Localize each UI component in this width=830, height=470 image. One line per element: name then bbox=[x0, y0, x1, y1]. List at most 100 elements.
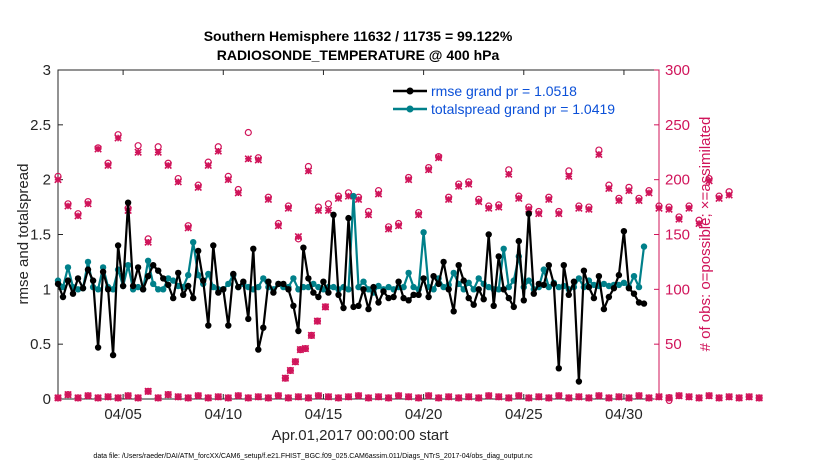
obs-assimilated-marker bbox=[254, 393, 263, 401]
obs-assimilated-marker bbox=[104, 393, 112, 401]
obs-assimilated-marker bbox=[444, 195, 453, 204]
spread-point bbox=[505, 283, 512, 291]
obs-assimilated-marker bbox=[545, 394, 553, 402]
rmse-point bbox=[144, 273, 152, 280]
obs-assimilated-marker bbox=[535, 393, 543, 401]
obs-assimilated-marker bbox=[665, 205, 673, 214]
rmse-point bbox=[170, 294, 177, 302]
rmse-point bbox=[64, 277, 72, 284]
obs-count-markers bbox=[54, 128, 763, 402]
y-right-tick-label: 300 bbox=[665, 62, 690, 79]
obs-assimilated-marker bbox=[575, 393, 583, 401]
obs-assimilated-marker bbox=[565, 394, 573, 402]
spread-point bbox=[620, 279, 628, 286]
spread-point bbox=[84, 258, 92, 266]
rmse-point bbox=[345, 214, 352, 222]
rmse-point bbox=[575, 378, 583, 385]
rmse-point bbox=[79, 285, 87, 292]
obs-assimilated-marker bbox=[214, 147, 223, 155]
spread-point bbox=[400, 283, 407, 291]
obs-assimilated-marker bbox=[74, 394, 82, 402]
spread-point bbox=[155, 286, 162, 293]
y-left-tick-label: 2 bbox=[43, 172, 51, 189]
obs-assimilated-marker bbox=[304, 167, 313, 175]
obs-assimilated-marker bbox=[685, 393, 693, 401]
rmse-point bbox=[635, 299, 643, 306]
rmse-point bbox=[400, 294, 407, 302]
obs-assimilated-marker bbox=[291, 357, 300, 366]
obs-assimilated-marker bbox=[404, 393, 413, 401]
spread-point bbox=[450, 269, 457, 277]
rmse-point bbox=[325, 289, 332, 296]
rmse-point bbox=[395, 278, 402, 285]
rmse-point bbox=[370, 283, 377, 291]
obs-assimilated-marker bbox=[224, 175, 233, 184]
spread-point bbox=[640, 243, 648, 250]
obs-assimilated-marker bbox=[474, 394, 483, 402]
rmse-point bbox=[600, 305, 608, 313]
obs-assimilated-marker bbox=[144, 387, 152, 396]
obs-assimilated-marker bbox=[525, 394, 533, 402]
obs-assimilated-marker bbox=[94, 145, 102, 153]
rmse-point bbox=[485, 231, 492, 238]
rmse-point bbox=[565, 291, 572, 298]
obs-assimilated-marker bbox=[655, 393, 663, 401]
rmse-point bbox=[134, 264, 142, 271]
rmse-point bbox=[94, 344, 102, 351]
obs-assimilated-marker bbox=[94, 394, 102, 402]
obs-assimilated-marker bbox=[424, 391, 433, 400]
obs-possible-marker bbox=[244, 128, 252, 137]
spread-point bbox=[225, 280, 232, 288]
rmse-point bbox=[210, 242, 217, 249]
obs-assimilated-marker bbox=[307, 331, 316, 340]
rmse-point bbox=[350, 303, 357, 311]
rmse-point bbox=[119, 282, 127, 290]
obs-assimilated-marker bbox=[334, 194, 343, 203]
obs-assimilated-marker bbox=[364, 394, 373, 402]
rmse-point bbox=[124, 199, 132, 206]
obs-assimilated-marker bbox=[244, 155, 253, 163]
obs-assimilated-marker bbox=[705, 391, 713, 400]
obs-assimilated-marker bbox=[294, 232, 303, 241]
obs-assimilated-marker bbox=[725, 191, 733, 199]
spread-point bbox=[360, 278, 367, 285]
obs-assimilated-marker bbox=[515, 194, 523, 203]
y-left-tick-label: 1.5 bbox=[30, 227, 51, 244]
rmse-point bbox=[84, 266, 92, 273]
obs-assimilated-marker bbox=[545, 195, 553, 204]
spread-point bbox=[485, 283, 492, 291]
rmse-point bbox=[265, 278, 272, 285]
obs-assimilated-marker bbox=[705, 176, 713, 185]
rmse-series-line bbox=[56, 201, 645, 383]
obs-assimilated-marker bbox=[484, 391, 493, 400]
spread-point bbox=[405, 269, 412, 277]
rmse-point bbox=[275, 280, 282, 288]
rmse-point bbox=[390, 293, 397, 301]
obs-assimilated-marker bbox=[334, 394, 343, 402]
obs-assimilated-marker bbox=[344, 393, 353, 401]
obs-assimilated-marker bbox=[154, 394, 162, 402]
obs-assimilated-marker bbox=[404, 175, 413, 184]
rmse-point bbox=[375, 299, 382, 306]
rmse-point bbox=[285, 286, 292, 293]
obs-assimilated-marker bbox=[745, 393, 753, 401]
spread-point bbox=[355, 283, 362, 291]
obs-assimilated-marker bbox=[585, 394, 593, 402]
rmse-point bbox=[104, 286, 112, 293]
obs-assimilated-marker bbox=[301, 344, 310, 353]
obs-assimilated-marker bbox=[184, 224, 192, 232]
rmse-point bbox=[450, 308, 457, 315]
obs-assimilated-marker bbox=[555, 209, 563, 218]
spread-point bbox=[410, 283, 417, 291]
obs-assimilated-marker bbox=[434, 153, 443, 162]
obs-assimilated-marker bbox=[374, 393, 383, 401]
spread-point bbox=[545, 283, 552, 291]
legend-spread-marker bbox=[406, 105, 414, 113]
rmse-point bbox=[220, 286, 227, 293]
obs-assimilated-marker bbox=[174, 178, 182, 186]
obs-assimilated-marker bbox=[484, 204, 493, 212]
rmse-point bbox=[465, 294, 472, 302]
legend-spread-label: totalspread grand pr = 1.0419 bbox=[431, 101, 615, 117]
rmse-point bbox=[225, 322, 232, 329]
